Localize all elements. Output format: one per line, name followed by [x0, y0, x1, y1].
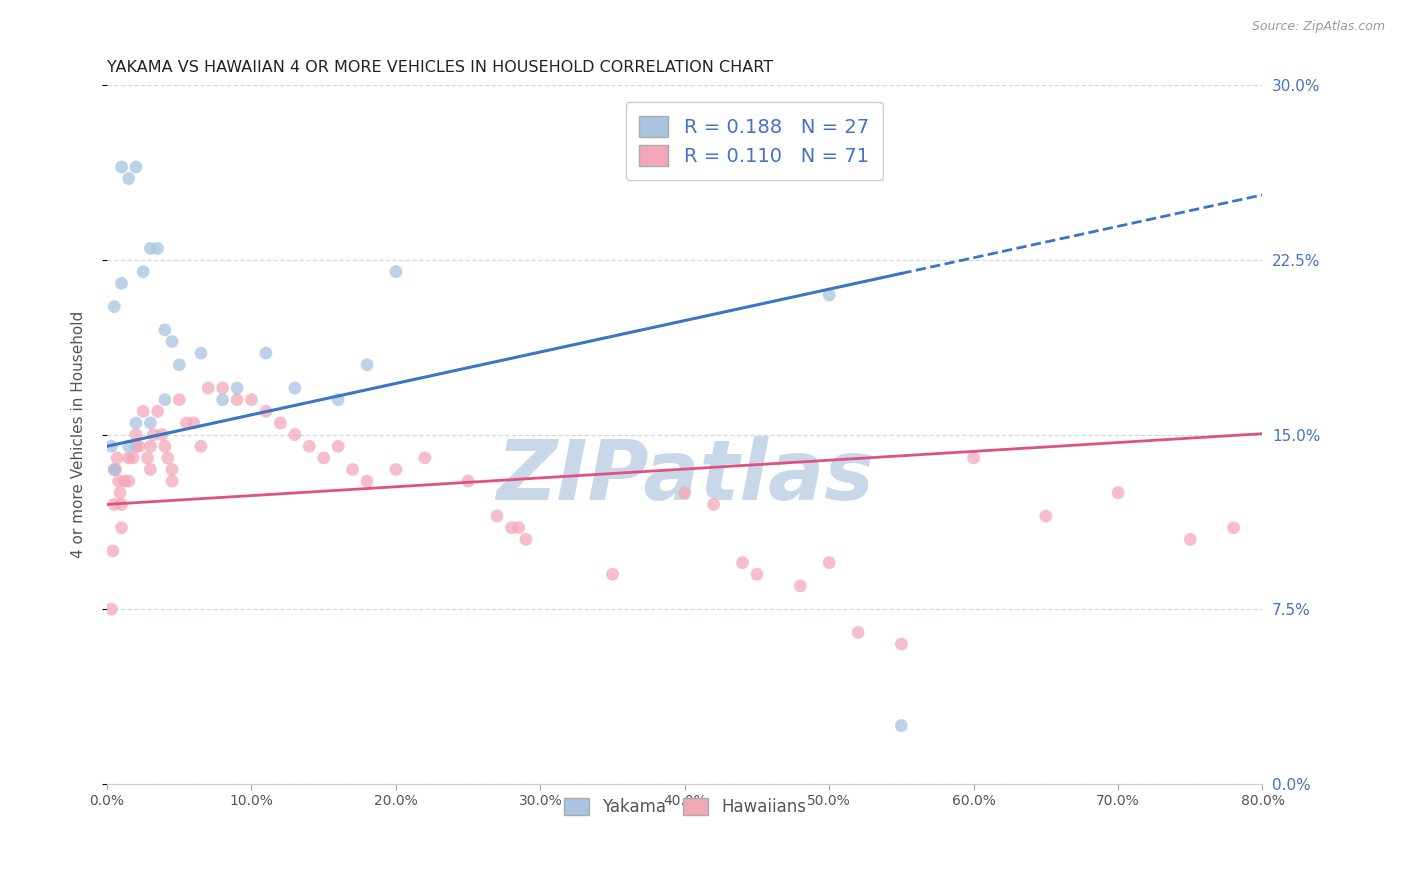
Point — [103, 498, 125, 512]
Point — [118, 439, 141, 453]
Point — [105, 450, 128, 465]
Point — [962, 450, 984, 465]
Point — [254, 404, 277, 418]
Legend: Yakama, Hawaiians: Yakama, Hawaiians — [555, 789, 814, 824]
Point — [104, 462, 127, 476]
Point — [103, 462, 125, 476]
Point — [890, 637, 912, 651]
Point — [342, 462, 364, 476]
Point — [153, 392, 176, 407]
Point — [890, 718, 912, 732]
Point — [1107, 485, 1129, 500]
Point — [254, 346, 277, 360]
Point — [190, 439, 212, 453]
Point — [160, 334, 183, 349]
Point — [125, 416, 148, 430]
Point — [602, 567, 624, 582]
Point — [240, 392, 263, 407]
Point — [110, 521, 132, 535]
Point — [486, 509, 509, 524]
Point — [226, 381, 249, 395]
Point — [146, 404, 169, 418]
Point — [110, 498, 132, 512]
Point — [160, 462, 183, 476]
Point — [356, 474, 378, 488]
Point — [139, 241, 162, 255]
Point — [132, 404, 155, 418]
Point — [328, 439, 350, 453]
Point — [197, 381, 219, 395]
Point — [413, 450, 436, 465]
Point — [118, 474, 141, 488]
Point — [160, 474, 183, 488]
Point — [183, 416, 205, 430]
Point — [100, 439, 122, 453]
Point — [1180, 533, 1202, 547]
Point — [118, 171, 141, 186]
Point — [298, 439, 321, 453]
Point — [110, 160, 132, 174]
Point — [112, 474, 135, 488]
Point — [745, 567, 768, 582]
Text: YAKAMA VS HAWAIIAN 4 OR MORE VEHICLES IN HOUSEHOLD CORRELATION CHART: YAKAMA VS HAWAIIAN 4 OR MORE VEHICLES IN… — [107, 60, 773, 75]
Point — [118, 450, 141, 465]
Point — [818, 556, 841, 570]
Point — [501, 521, 523, 535]
Point — [108, 485, 131, 500]
Point — [150, 427, 173, 442]
Point — [128, 439, 150, 453]
Point — [103, 462, 125, 476]
Point — [132, 265, 155, 279]
Point — [110, 277, 132, 291]
Point — [103, 300, 125, 314]
Point — [284, 381, 307, 395]
Point — [457, 474, 479, 488]
Point — [101, 544, 124, 558]
Point — [139, 462, 162, 476]
Point — [789, 579, 811, 593]
Point — [146, 241, 169, 255]
Point — [846, 625, 869, 640]
Point — [312, 450, 335, 465]
Point — [136, 450, 159, 465]
Point — [226, 392, 249, 407]
Point — [122, 450, 145, 465]
Text: Source: ZipAtlas.com: Source: ZipAtlas.com — [1251, 20, 1385, 33]
Y-axis label: 4 or more Vehicles in Household: 4 or more Vehicles in Household — [72, 311, 86, 558]
Point — [153, 439, 176, 453]
Point — [284, 427, 307, 442]
Point — [508, 521, 530, 535]
Point — [673, 485, 696, 500]
Point — [731, 556, 754, 570]
Point — [169, 392, 191, 407]
Point — [211, 381, 233, 395]
Point — [139, 416, 162, 430]
Point — [269, 416, 291, 430]
Point — [107, 474, 129, 488]
Point — [142, 427, 165, 442]
Point — [125, 427, 148, 442]
Point — [385, 462, 408, 476]
Point — [1035, 509, 1057, 524]
Point — [156, 450, 179, 465]
Point — [139, 439, 162, 453]
Point — [211, 392, 233, 407]
Point — [169, 358, 191, 372]
Point — [818, 288, 841, 302]
Point — [153, 323, 176, 337]
Point — [125, 160, 148, 174]
Point — [100, 602, 122, 616]
Point — [1222, 521, 1244, 535]
Point — [125, 439, 148, 453]
Point — [515, 533, 537, 547]
Point — [703, 498, 725, 512]
Point — [356, 358, 378, 372]
Text: ZIPatlas: ZIPatlas — [496, 436, 873, 517]
Point — [190, 346, 212, 360]
Point — [385, 265, 408, 279]
Point — [176, 416, 198, 430]
Point — [328, 392, 350, 407]
